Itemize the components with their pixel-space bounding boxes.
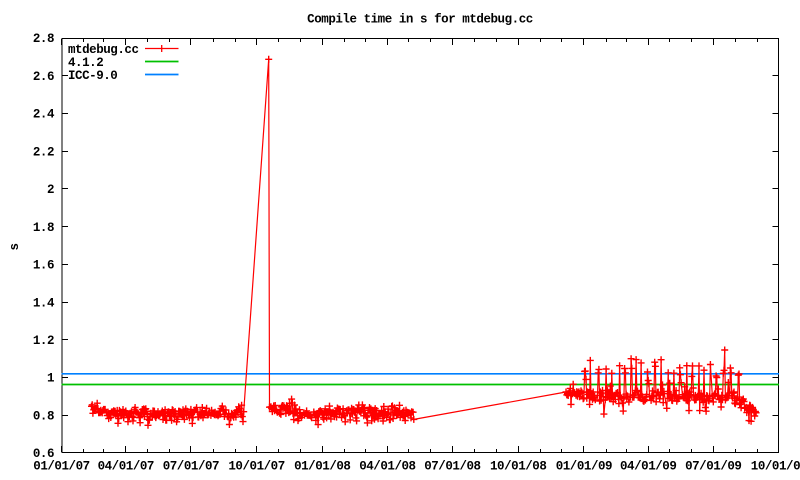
- svg-text:s: s: [8, 243, 22, 250]
- svg-text:04/01/07: 04/01/07: [98, 460, 154, 474]
- svg-text:10/01/07: 10/01/07: [228, 460, 284, 474]
- svg-text:0.6: 0.6: [33, 447, 54, 461]
- svg-text:01/01/08: 01/01/08: [294, 460, 350, 474]
- svg-text:ICC-9.0: ICC-9.0: [68, 69, 117, 83]
- svg-text:04/01/08: 04/01/08: [359, 460, 415, 474]
- svg-text:2.2: 2.2: [33, 145, 54, 159]
- svg-text:0.8: 0.8: [33, 410, 54, 424]
- svg-text:1.4: 1.4: [33, 296, 55, 310]
- svg-text:2.8: 2.8: [33, 32, 54, 46]
- svg-text:1.8: 1.8: [33, 221, 54, 235]
- svg-text:07/01/09: 07/01/09: [685, 460, 741, 474]
- svg-text:1.2: 1.2: [33, 334, 54, 348]
- svg-text:1: 1: [47, 372, 54, 386]
- svg-text:2.4: 2.4: [33, 108, 55, 122]
- svg-text:04/01/09: 04/01/09: [620, 460, 676, 474]
- svg-text:Compile time in s for mtdebug.: Compile time in s for mtdebug.cc: [307, 13, 533, 27]
- svg-text:2: 2: [47, 183, 54, 197]
- svg-text:07/01/07: 07/01/07: [163, 460, 219, 474]
- svg-text:07/01/08: 07/01/08: [424, 460, 480, 474]
- svg-text:01/01/09: 01/01/09: [556, 460, 612, 474]
- svg-text:10/01/08: 10/01/08: [490, 460, 546, 474]
- svg-text:1.6: 1.6: [33, 259, 54, 273]
- svg-text:4.1.2: 4.1.2: [68, 56, 103, 70]
- svg-text:mtdebug.cc: mtdebug.cc: [68, 43, 139, 57]
- svg-text:2.6: 2.6: [33, 70, 54, 84]
- svg-text:01/01/07: 01/01/07: [33, 460, 89, 474]
- svg-text:10/01/09: 10/01/09: [751, 460, 800, 474]
